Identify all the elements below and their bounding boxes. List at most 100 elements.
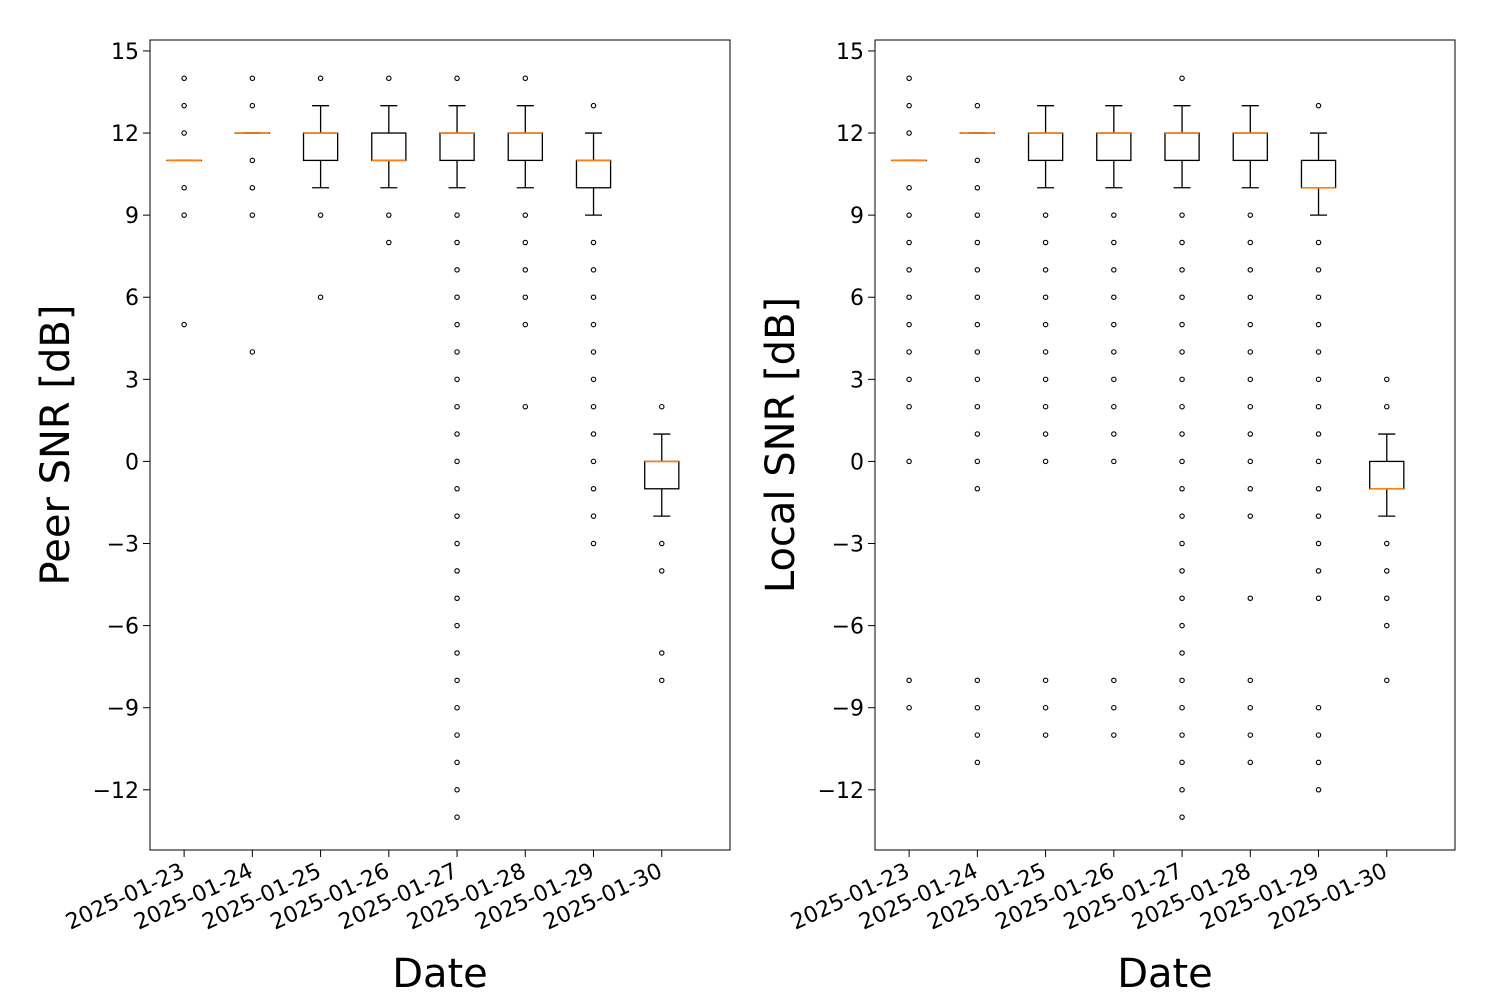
local-box-2025-01-24: [959, 102, 996, 766]
outlier-point: [1111, 349, 1117, 355]
peer-xaxis-label: Date: [392, 951, 488, 997]
outlier-point: [454, 75, 460, 82]
iqr-box: [575, 159, 612, 189]
outlier-point: [1179, 376, 1185, 383]
outlier-point: [590, 403, 597, 410]
local-box-2025-01-25: [1027, 105, 1064, 738]
outlier-point: [454, 677, 460, 684]
peer-ytick-label: 12: [111, 122, 139, 147]
outlier-point: [1179, 267, 1185, 273]
outlier-point: [1179, 75, 1185, 82]
iqr-box: [1232, 132, 1269, 162]
outlier-point: [1247, 212, 1254, 218]
outlier-point: [1315, 540, 1322, 547]
outlier-point: [590, 458, 597, 465]
outlier-point: [249, 349, 256, 355]
outlier-point: [1315, 349, 1322, 355]
outlier-point: [1111, 321, 1117, 328]
iqr-box: [1300, 159, 1337, 189]
outlier-point: [1247, 677, 1254, 684]
iqr-box: [644, 460, 680, 490]
outlier-point: [1179, 595, 1185, 601]
outlier-point: [1179, 814, 1185, 820]
outlier-point: [454, 376, 460, 383]
outlier-point: [1179, 513, 1185, 519]
outlier-point: [1179, 622, 1185, 629]
outlier-point: [454, 513, 460, 519]
outlier-point: [1247, 376, 1254, 383]
outlier-point: [181, 185, 187, 191]
peer-box-2025-01-25: [302, 75, 339, 300]
outlier-point: [454, 704, 460, 711]
outlier-point: [454, 787, 460, 793]
outlier-point: [454, 403, 460, 410]
outlier-point: [1042, 403, 1049, 410]
local-ytick-label: 3: [850, 368, 864, 393]
local-ytick-label: −9: [832, 697, 864, 722]
outlier-point: [1315, 267, 1322, 273]
outlier-point: [1315, 568, 1322, 574]
outlier-point: [1179, 349, 1185, 355]
outlier-point: [1179, 677, 1185, 684]
outlier-point: [1247, 239, 1254, 246]
outlier-point: [974, 677, 981, 684]
outlier-point: [974, 212, 981, 218]
outlier-point: [454, 321, 460, 328]
local-box-2025-01-26: [1096, 105, 1132, 738]
outlier-point: [906, 185, 912, 191]
outlier-point: [590, 294, 597, 300]
outlier-point: [1179, 294, 1185, 300]
outlier-point: [1042, 294, 1049, 300]
outlier-point: [1179, 787, 1185, 793]
outlier-point: [590, 513, 597, 519]
outlier-point: [906, 294, 912, 300]
outlier-point: [386, 75, 392, 82]
outlier-point: [317, 294, 324, 300]
local-ytick-label: 9: [850, 204, 864, 229]
outlier-point: [590, 486, 597, 492]
outlier-point: [181, 321, 187, 328]
peer-box-2025-01-24: [234, 75, 271, 355]
local-ytick-label: 6: [850, 286, 864, 311]
outlier-point: [1042, 458, 1049, 465]
outlier-point: [1247, 595, 1254, 601]
local-box-2025-01-28: [1232, 105, 1269, 766]
peer-ytick-label: 3: [125, 368, 139, 393]
outlier-point: [974, 321, 981, 328]
outlier-point: [522, 267, 529, 273]
outlier-point: [454, 595, 460, 601]
iqr-box: [439, 132, 475, 162]
peer-ytick-label: 0: [125, 450, 139, 475]
outlier-point: [1179, 759, 1185, 766]
local-ytick-label: −3: [832, 533, 864, 558]
outlier-point: [1111, 267, 1117, 273]
outlier-point: [1247, 759, 1254, 766]
outlier-point: [1315, 513, 1322, 519]
peer-box-2025-01-29: [575, 102, 612, 547]
peer-box-2025-01-23: [166, 75, 202, 328]
outlier-point: [1111, 704, 1117, 711]
outlier-point: [454, 732, 460, 738]
outlier-point: [659, 677, 665, 684]
outlier-point: [454, 759, 460, 766]
outlier-point: [1315, 595, 1322, 601]
outlier-point: [1111, 677, 1117, 684]
outlier-point: [249, 212, 256, 218]
outlier-point: [659, 650, 665, 656]
outlier-point: [1384, 376, 1390, 383]
outlier-point: [454, 239, 460, 246]
outlier-point: [1042, 431, 1049, 437]
outlier-point: [974, 102, 981, 109]
outlier-point: [1247, 486, 1254, 492]
outlier-point: [974, 294, 981, 300]
local-ytick-label: −6: [832, 615, 864, 640]
outlier-point: [522, 294, 529, 300]
outlier-point: [1247, 294, 1254, 300]
outlier-point: [1179, 212, 1185, 218]
outlier-point: [906, 75, 912, 82]
outlier-point: [974, 403, 981, 410]
outlier-point: [906, 267, 912, 273]
outlier-point: [974, 157, 981, 164]
outlier-point: [590, 349, 597, 355]
outlier-point: [906, 102, 912, 109]
